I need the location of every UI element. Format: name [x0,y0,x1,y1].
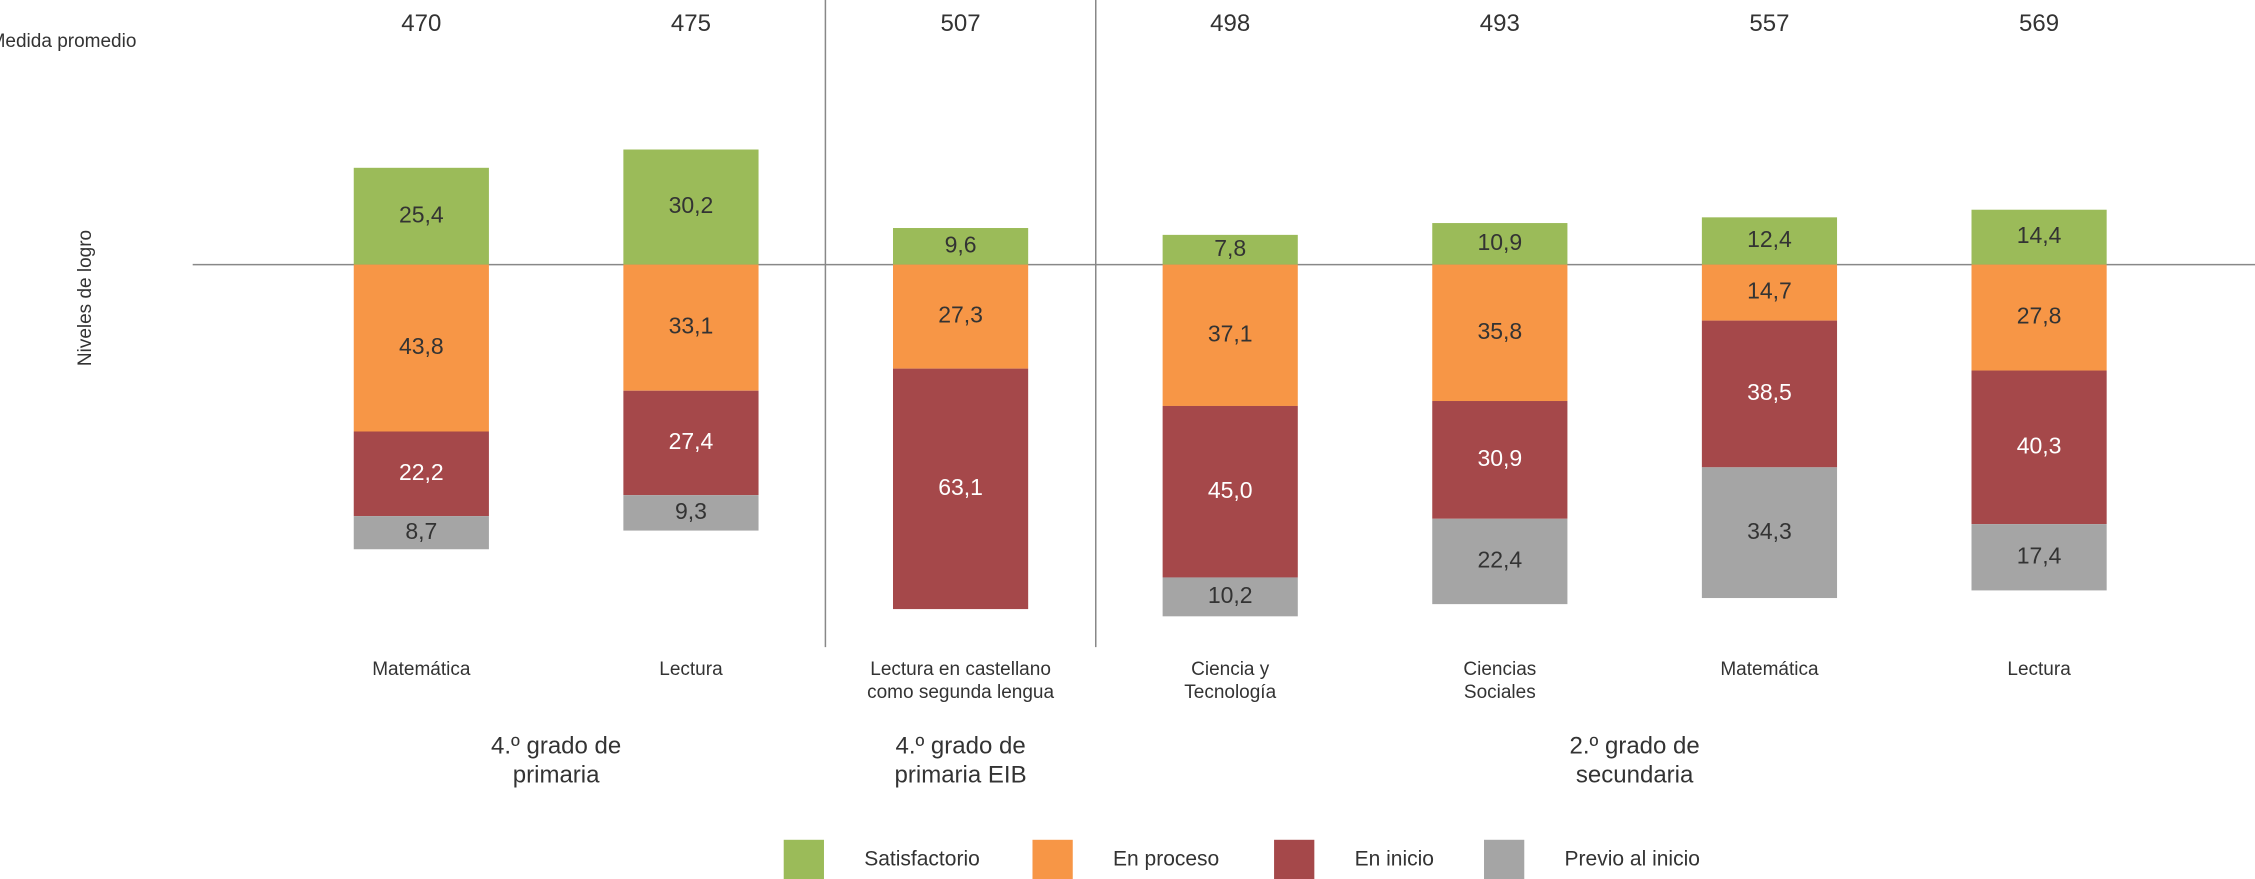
value-label: 8,7 [405,518,437,544]
legend-swatch [1484,839,1525,879]
bar-segment [1701,320,1838,468]
category-label: Ciencias Sociales [1463,659,1536,703]
value-label: 17,4 [2017,542,2062,568]
value-label: 27,3 [938,302,983,328]
value-label: 27,8 [2017,303,2062,329]
value-label: 12,4 [1747,226,1792,252]
bar-segment [353,264,489,432]
group-label: 2.º grado de secundaria [1570,733,1700,789]
legend-swatch [1032,839,1073,879]
bar-segment [892,228,1029,265]
value-label: 10,2 [1208,582,1253,608]
bar-segment [1701,217,1838,265]
bar-segment [623,149,759,265]
mean-value: 569 [2019,10,2059,37]
legend-label: En inicio [1355,847,1434,870]
bar-segment [892,368,1029,610]
bar-segment [1432,264,1568,402]
bar-segment [1162,234,1298,265]
value-label: 37,1 [1208,320,1253,346]
legend-label: Previo al inicio [1565,847,1700,870]
bar-segment [1432,223,1568,265]
value-label: 14,4 [2017,222,2062,248]
value-label: 9,3 [675,498,707,524]
category-label: Lectura [659,659,723,680]
value-label: 34,3 [1747,518,1792,544]
legend-label: Satisfactorio [864,847,980,870]
value-label: 63,1 [938,474,983,500]
bar-segment [1701,467,1838,599]
category-label: Ciencia y Tecnología [1184,659,1276,703]
bar-segment [892,264,1029,369]
group-label: 4.º grado de primaria [491,733,621,789]
value-label: 9,6 [945,231,977,257]
bar-segment [1162,264,1298,406]
value-label: 40,3 [2017,432,2062,458]
legend-swatch [783,839,824,879]
value-label: 25,4 [399,201,444,227]
value-label: 43,8 [399,333,444,359]
value-label: 10,9 [1477,229,1522,255]
value-label: 14,7 [1747,278,1792,304]
value-label: 45,0 [1208,477,1253,503]
category-label: Matemática [372,659,471,680]
category-label: Lectura en castellano como segunda lengua [867,659,1054,703]
mean-value: 498 [1210,10,1250,37]
value-label: 22,2 [399,459,444,485]
value-label: 7,8 [1214,235,1246,261]
value-label: 35,8 [1477,318,1522,344]
mean-value: 470 [401,10,441,37]
bar-segment [353,431,489,517]
mean-value: 475 [671,10,711,37]
value-label: 22,4 [1477,547,1522,573]
value-label: 38,5 [1747,379,1792,405]
bar-segment [1701,264,1838,321]
bar-segment [623,495,759,531]
bar-segment [1162,577,1298,617]
bar-segment [1162,405,1298,578]
value-label: 30,9 [1477,445,1522,471]
bar-segment [353,516,489,550]
value-label: 30,2 [669,192,714,218]
category-label: Lectura [2007,659,2071,680]
bar-segment [1971,264,2107,371]
y-axis-label: Niveles de logro [75,230,96,366]
legend-label: En proceso [1113,847,1219,870]
category-label: Matemática [1720,659,1819,680]
bar-segment [1971,524,2107,591]
bar-segment [353,167,489,265]
legend-swatch [1274,839,1315,879]
bar-segment [623,390,759,496]
mean-label: Medida promedio [0,31,136,52]
bar-segment [1971,209,2107,265]
value-label: 33,1 [669,313,714,339]
bar-segment [623,264,759,391]
mean-value: 557 [1749,10,1789,37]
value-label: 27,4 [669,428,714,454]
bar-segment [1432,401,1568,519]
bar-segment [1971,370,2107,525]
group-label: 4.º grado de primaria EIB [895,733,1027,789]
mean-value: 493 [1480,10,1520,37]
bar-segment [1432,518,1568,605]
mean-value: 507 [941,10,981,37]
